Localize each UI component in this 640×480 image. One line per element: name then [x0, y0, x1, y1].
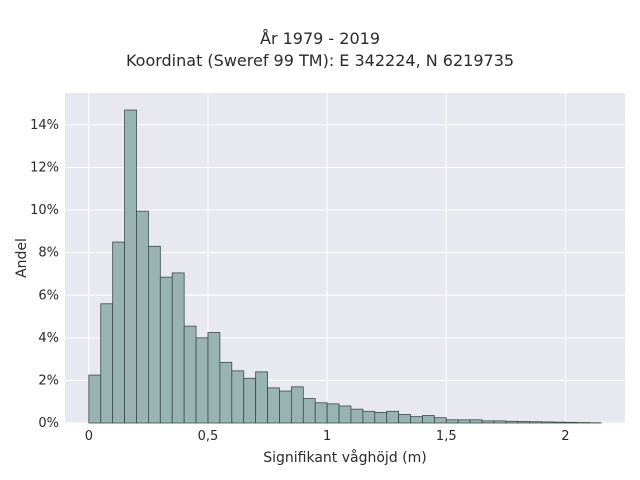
chart-title-block: År 1979 - 2019 Koordinat (Sweref 99 TM):… [0, 28, 640, 72]
histogram-bar [112, 241, 125, 424]
histogram-bar [207, 332, 221, 424]
y-tick-label: 10% [30, 203, 59, 218]
histogram-bar [100, 303, 114, 424]
chart-title: År 1979 - 2019 [260, 29, 380, 48]
histogram-bar [422, 415, 435, 424]
histogram-bar [445, 419, 459, 424]
histogram-bar [529, 421, 542, 424]
histogram-bar [231, 370, 245, 424]
histogram-bar [124, 109, 137, 424]
x-tick-label: 2 [561, 429, 569, 444]
histogram-bar [398, 414, 411, 424]
x-tick-label: 1,5 [436, 429, 457, 444]
y-tick-label: 14% [30, 118, 59, 133]
y-tick-label: 8% [38, 246, 59, 261]
y-tick-label: 2% [38, 373, 59, 388]
histogram-bar [481, 420, 495, 424]
histogram-bar [374, 411, 388, 424]
histogram-bar [279, 390, 292, 424]
y-tick-label: 0% [38, 416, 59, 431]
histogram-bar [565, 421, 578, 424]
histogram-bar [469, 419, 483, 424]
histogram-bar [553, 421, 566, 424]
grid-lines [65, 93, 625, 424]
histogram-bar [302, 398, 316, 424]
x-tick-label: 1 [323, 429, 331, 444]
histogram-bar [493, 420, 507, 424]
x-axis-label: Signifikant våghöjd (m) [263, 449, 426, 466]
histogram-bar [410, 416, 423, 424]
x-axis-ticks: 0 0,5 1 1,5 2 [85, 429, 570, 444]
histogram-bar [148, 245, 161, 424]
y-tick-label: 6% [38, 288, 59, 303]
histogram-bar [195, 337, 209, 424]
histogram-bar [219, 361, 233, 424]
y-tick-label: 12% [30, 161, 59, 176]
histogram-bar [433, 417, 447, 424]
histogram-bar [362, 410, 376, 424]
x-tick-label: 0 [85, 429, 93, 444]
histogram-bar [243, 377, 257, 424]
histogram-bar [386, 410, 400, 424]
histogram-bar [183, 325, 197, 424]
histogram-bar [517, 421, 531, 424]
histogram-bar [457, 419, 471, 424]
x-tick-label: 0,5 [198, 429, 219, 444]
histogram-bar [505, 420, 519, 424]
histogram-bar [136, 210, 149, 424]
histogram-bar [159, 276, 173, 424]
y-tick-label: 4% [38, 331, 59, 346]
histogram-bars [88, 109, 602, 424]
y-axis-ticks: 0% 2% 4% 6% 8% 10% 12% 14% [30, 118, 59, 431]
histogram-bar [267, 387, 280, 424]
y-axis-label: Andel [14, 238, 30, 278]
histogram-bar [326, 403, 340, 424]
histogram-bar [314, 402, 328, 424]
histogram-bar [338, 405, 352, 424]
histogram-bar [88, 374, 102, 424]
histogram-bar [290, 386, 304, 424]
histogram-bar [255, 371, 268, 424]
histogram-bar [541, 421, 554, 424]
histogram-bar [350, 408, 364, 424]
chart-subtitle: Koordinat (Sweref 99 TM): E 342224, N 62… [125, 51, 515, 70]
histogram-bar [171, 272, 185, 424]
